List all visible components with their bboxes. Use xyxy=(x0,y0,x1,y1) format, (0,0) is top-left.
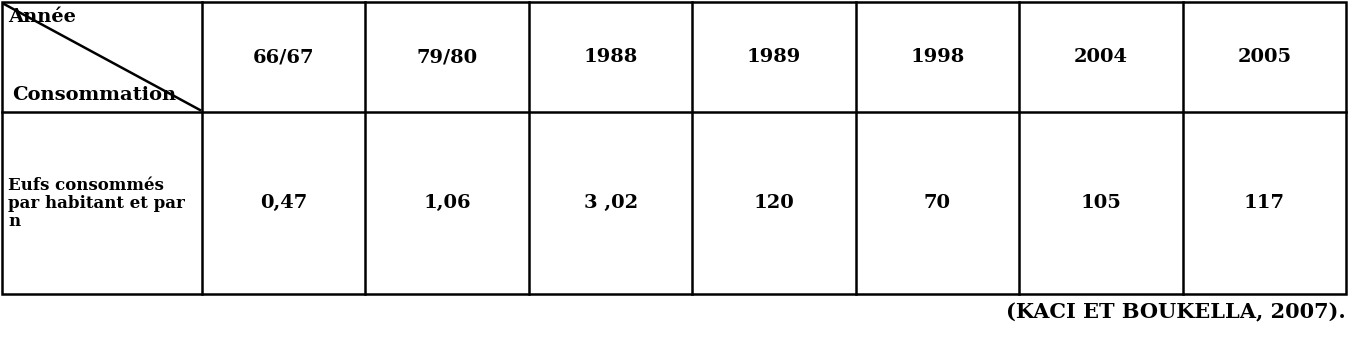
Text: par habitant et par: par habitant et par xyxy=(8,195,185,212)
Text: 2005: 2005 xyxy=(1237,48,1291,66)
Text: (KACI ET BOUKELLA, 2007).: (KACI ET BOUKELLA, 2007). xyxy=(1006,302,1347,322)
Text: Année: Année xyxy=(8,8,75,26)
Text: 120: 120 xyxy=(754,194,794,212)
Text: 79/80: 79/80 xyxy=(417,48,477,66)
Bar xyxy=(1,2,1347,294)
Text: 105: 105 xyxy=(1080,194,1122,212)
Text: Consommation: Consommation xyxy=(12,86,177,104)
Text: 0,47: 0,47 xyxy=(260,194,307,212)
Text: 70: 70 xyxy=(923,194,950,212)
Text: 1,06: 1,06 xyxy=(423,194,470,212)
Text: 1989: 1989 xyxy=(747,48,801,66)
Text: 1988: 1988 xyxy=(584,48,638,66)
Text: 2004: 2004 xyxy=(1074,48,1128,66)
Text: Eufs consommés: Eufs consommés xyxy=(8,176,164,194)
Text: 66/67: 66/67 xyxy=(253,48,314,66)
Text: 1998: 1998 xyxy=(910,48,965,66)
Text: n: n xyxy=(8,213,20,230)
Text: 3 ,02: 3 ,02 xyxy=(584,194,638,212)
Text: 117: 117 xyxy=(1244,194,1285,212)
